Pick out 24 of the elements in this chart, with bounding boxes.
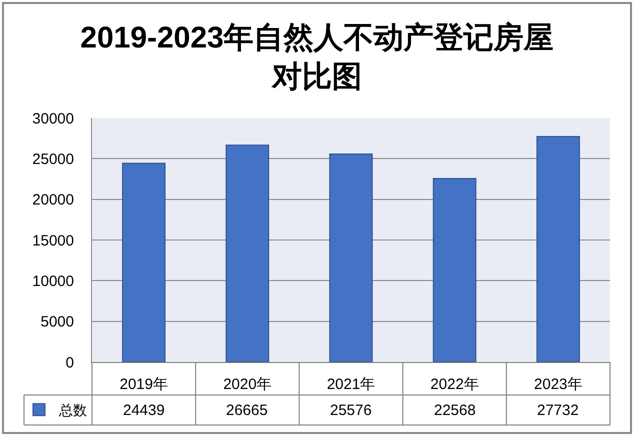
y-tick-label: 15000 [32, 232, 74, 250]
x-tick-label: 2021年 [326, 376, 376, 393]
y-tick-label: 0 [66, 354, 74, 372]
data-label: 26665 [226, 402, 268, 419]
bar [536, 136, 580, 362]
bar [122, 162, 166, 362]
y-tick-label: 25000 [32, 150, 74, 168]
data-label: 27732 [537, 402, 579, 419]
x-tick-label: 2023年 [534, 376, 582, 393]
bar [432, 178, 476, 362]
bar [226, 144, 270, 362]
x-tick-label: 2019年 [120, 376, 168, 393]
legend-label: 总数 [58, 402, 87, 418]
y-tick-label: 20000 [32, 192, 74, 209]
y-tick-label: 30000 [32, 110, 74, 128]
y-tick-label: 10000 [32, 272, 74, 290]
data-label: 22568 [434, 402, 476, 419]
data-label: 25576 [330, 402, 372, 419]
x-tick-label: 2020年 [223, 376, 272, 393]
chart-title: 2019-2023年自然人不动产登记房屋对比图 [80, 20, 554, 94]
bar [329, 153, 373, 362]
y-tick-label: 5000 [40, 314, 74, 331]
data-label: 24439 [123, 402, 165, 419]
x-tick-label: 2022年 [430, 376, 479, 393]
